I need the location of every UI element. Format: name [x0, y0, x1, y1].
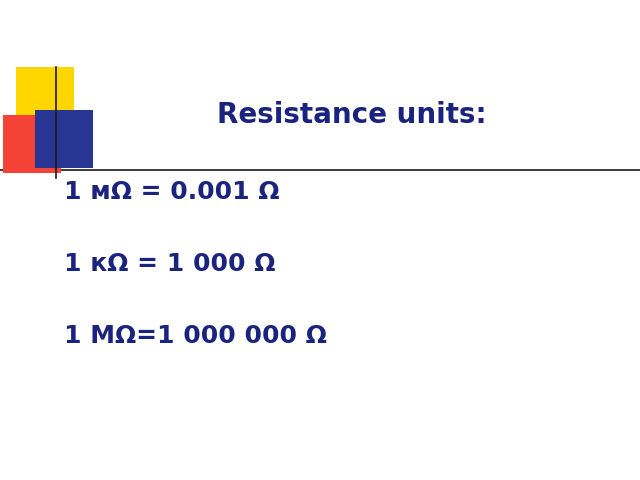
Text: 1 кΩ = 1 000 Ω: 1 кΩ = 1 000 Ω — [64, 252, 275, 276]
Text: 1 мΩ = 0.001 Ω: 1 мΩ = 0.001 Ω — [64, 180, 280, 204]
Text: Resistance units:: Resistance units: — [217, 101, 487, 129]
Bar — [3, 115, 61, 173]
Text: 1 МΩ=1 000 000 Ω: 1 МΩ=1 000 000 Ω — [64, 324, 327, 348]
Bar — [16, 67, 74, 134]
Bar — [35, 110, 93, 168]
